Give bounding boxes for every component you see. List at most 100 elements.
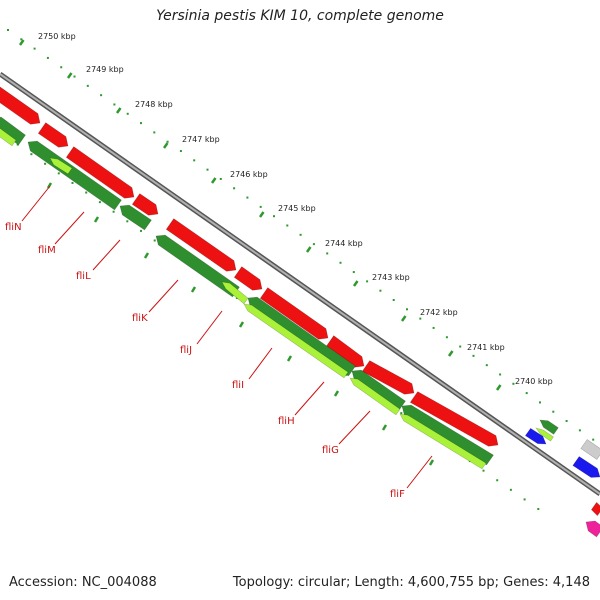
scale-dot <box>499 373 502 376</box>
scale-dot <box>60 66 63 69</box>
scale-dot <box>193 159 196 162</box>
gene-leader-line <box>196 310 223 345</box>
other-feature <box>524 427 547 445</box>
scale-dot <box>459 345 462 348</box>
gene-label-fliG: fliG <box>322 445 339 456</box>
inner-dot <box>482 469 485 472</box>
inner-dot <box>30 153 33 156</box>
gene-leader-line <box>406 455 433 489</box>
reverse-gene-feature <box>243 303 349 379</box>
scale-dot <box>113 103 116 106</box>
gene-label-fliH: fliH <box>278 416 295 427</box>
reverse-gene-feature <box>221 281 249 305</box>
scale-tick-label: 2748 kbp <box>135 100 173 109</box>
scale-dot <box>352 271 355 274</box>
scale-dot <box>20 38 23 41</box>
scale-tick <box>66 72 73 79</box>
other-feature <box>585 520 600 538</box>
gene-label-fliK: fliK <box>132 313 148 324</box>
inner-tick <box>93 216 100 223</box>
scale-dot <box>259 205 262 208</box>
forward-cds-feature <box>233 266 263 291</box>
other-feature <box>539 419 559 435</box>
scale-tick <box>400 315 407 322</box>
scale-dot <box>392 298 395 301</box>
forward-cds-feature <box>37 122 69 148</box>
reverse-cds-feature <box>401 404 494 466</box>
other-feature <box>591 501 600 517</box>
forward-cds-feature <box>65 146 135 199</box>
scale-dot <box>46 56 49 59</box>
scale-dot <box>286 224 289 227</box>
scale-dot <box>485 364 488 367</box>
inner-dot <box>44 162 47 165</box>
scale-dot <box>179 150 182 153</box>
gene-leader-line <box>21 185 51 222</box>
scale-dot <box>539 401 541 404</box>
gene-leader-line <box>294 381 325 416</box>
scale-tick-label: 2749 kbp <box>86 65 124 74</box>
inner-dot <box>16 143 19 146</box>
forward-cds-feature <box>0 86 41 125</box>
gene-leader-line <box>92 239 121 271</box>
scale-dot <box>73 75 76 78</box>
gene-leader-line <box>338 410 371 445</box>
scale-dot <box>445 336 448 339</box>
forward-cds-feature <box>165 218 237 272</box>
scale-dot <box>166 140 169 143</box>
scale-dot <box>246 196 249 199</box>
inner-dot <box>509 488 512 491</box>
gene-label-fliI: fliI <box>232 380 244 391</box>
scale-dot <box>512 382 515 385</box>
scale-dot <box>299 233 302 236</box>
inner-tick <box>381 424 388 431</box>
scale-dot <box>100 94 103 97</box>
scale-tick-label: 2745 kbp <box>278 204 316 213</box>
scale-tick-label: 2746 kbp <box>230 170 268 179</box>
forward-cds-feature <box>361 360 415 395</box>
feature-tracks <box>0 86 600 538</box>
scale-dot <box>33 47 36 50</box>
scale-tick <box>352 280 359 287</box>
scale-dot <box>406 308 408 311</box>
reverse-gene-feature <box>49 157 73 175</box>
gene-leader-line <box>148 279 179 313</box>
inner-dot <box>112 210 115 213</box>
scale-dot <box>86 84 89 87</box>
scale-dot <box>578 429 581 432</box>
scale-tick <box>115 107 122 114</box>
scale-dot <box>7 29 9 31</box>
scale-dot <box>312 243 315 246</box>
gene-label-fliM: fliM <box>38 245 56 256</box>
scale-dot <box>525 392 528 395</box>
forward-cds-feature <box>131 193 159 216</box>
scale-dot <box>126 112 129 115</box>
backbone-line <box>0 71 600 497</box>
scale-tick-label: 2747 kbp <box>182 135 220 144</box>
scale-dot <box>592 438 595 441</box>
inner-tick <box>428 459 435 466</box>
gene-label-fliN: fliN <box>5 222 22 233</box>
map-title: Yersinia pestis KIM 10, complete genome <box>156 8 444 24</box>
scale-tick <box>495 384 502 391</box>
scale-tick <box>162 142 169 149</box>
scale-dot <box>206 168 209 171</box>
inner-ticks <box>46 182 435 466</box>
scale-dot <box>552 410 555 413</box>
other-feature <box>572 456 600 478</box>
scale-ticks: 2750 kbp 2749 kbp 2748 kbp 2747 kbp 2746 kbp… <box>18 32 553 391</box>
inner-dot <box>496 479 499 482</box>
scale-tick <box>210 177 217 184</box>
scale-dot <box>273 215 275 218</box>
inner-dot <box>400 412 403 415</box>
scale-dot <box>565 420 568 423</box>
scale-tick <box>305 246 312 253</box>
gene-label-fliL: fliL <box>76 271 91 282</box>
inner-dot <box>98 201 101 204</box>
scale-dot <box>339 261 342 264</box>
scale-dot <box>472 354 475 357</box>
other-feature <box>535 427 554 442</box>
inner-dot <box>126 220 129 223</box>
inner-tick <box>143 252 150 259</box>
